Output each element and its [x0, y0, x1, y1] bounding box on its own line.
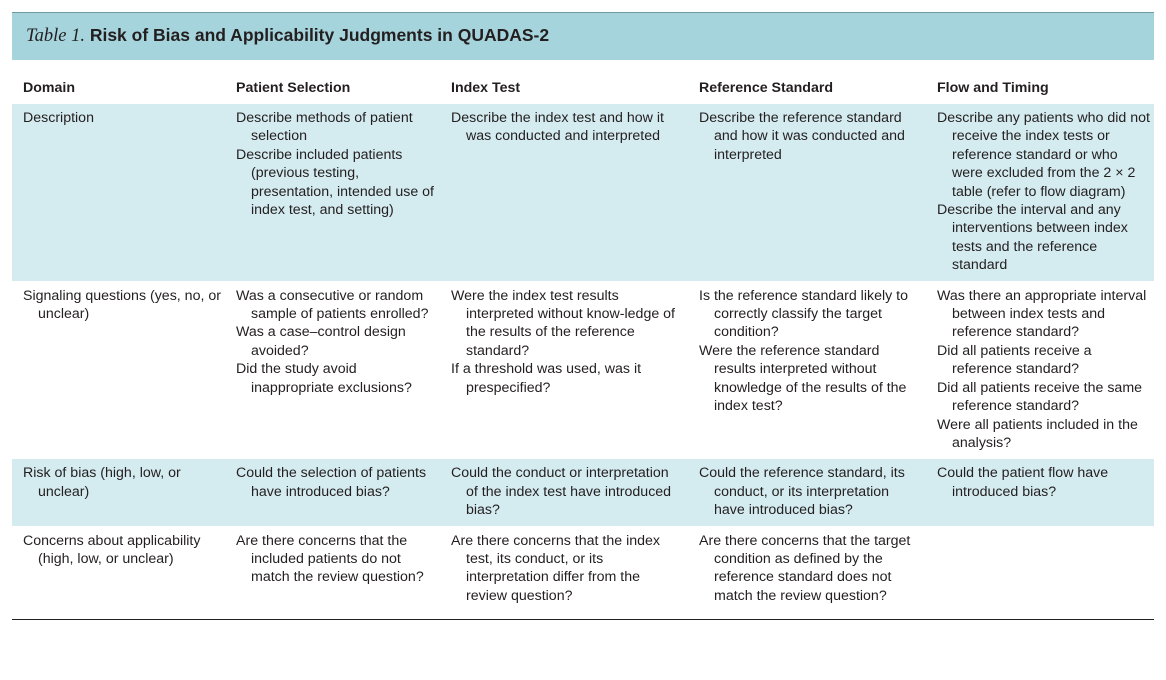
- cell-item: Did all patients receive the same refere…: [937, 379, 1143, 415]
- cell-item: Is the reference standard likely to corr…: [699, 287, 908, 341]
- header-patient-selection: Patient Selection: [236, 80, 351, 96]
- cell-item: Could the conduct or interpretation of t…: [451, 465, 672, 519]
- cell-flow-timing: Describe any patients who did not receiv…: [926, 103, 1154, 282]
- cell-item: Describe the interval and any interventi…: [937, 202, 1128, 274]
- header-index-test: Index Test: [451, 80, 521, 96]
- cell-reference-standard: Describe the reference standard and how …: [688, 103, 926, 282]
- cell-reference-standard: Are there concerns that the target condi…: [688, 525, 926, 612]
- cell-item: Could the selection of patients have int…: [236, 465, 427, 500]
- table-row: Concerns about applicability (high, low,…: [12, 525, 1154, 612]
- cell-item: Was a case–control design avoided?: [236, 324, 406, 359]
- table-container: Table 1. Risk of Bias and Applicability …: [12, 12, 1154, 621]
- cell-patient-selection: Are there concerns that the included pat…: [225, 525, 440, 612]
- cell-flow-timing: [926, 525, 1154, 612]
- cell-item: Were the reference standard results inte…: [699, 342, 907, 415]
- cell-item: Did all patients receive a reference sta…: [937, 342, 1092, 378]
- cell-domain: Concerns about applicability (high, low,…: [12, 525, 225, 612]
- table-row: Description Describe methods of patient s…: [12, 103, 1154, 282]
- domain-label: Concerns about applicability (high, low,…: [23, 532, 201, 567]
- cell-index-test: Describe the index test and how it was c…: [440, 103, 688, 282]
- cell-domain: Description: [12, 103, 225, 282]
- table-title-bar: Table 1. Risk of Bias and Applicability …: [12, 12, 1154, 60]
- cell-item: Did the study avoid inappropriate exclus…: [236, 361, 412, 396]
- cell-flow-timing: Was there an appropriate interval betwee…: [926, 280, 1154, 459]
- cell-flow-timing: Could the patient flow have introduced b…: [926, 458, 1154, 527]
- cell-patient-selection: Describe methods of patient selection Des…: [225, 103, 440, 282]
- header-flow-timing: Flow and Timing: [937, 80, 1049, 96]
- cell-item: Could the patient flow have introduced b…: [937, 465, 1109, 500]
- cell-reference-standard: Is the reference standard likely to corr…: [688, 280, 926, 459]
- table-title: Risk of Bias and Applicability Judgments…: [89, 25, 550, 45]
- cell-item: Describe methods of patient selection: [236, 110, 413, 145]
- cell-index-test: Were the index test results interpreted …: [440, 280, 688, 459]
- cell-item: Are there concerns that the index test, …: [451, 532, 660, 604]
- domain-label: Description: [23, 110, 94, 126]
- quadas-table: Domain Patient Selection Index Test Refe…: [12, 74, 1154, 612]
- header-reference-standard: Reference Standard: [699, 80, 834, 96]
- cell-index-test: Are there concerns that the index test, …: [440, 525, 688, 612]
- cell-item: Describe the reference standard and how …: [699, 110, 905, 163]
- table-label: Table 1.: [26, 26, 85, 46]
- cell-item: Describe included patients (previous tes…: [236, 146, 434, 219]
- cell-item: Was there an appropriate interval betwee…: [937, 287, 1147, 341]
- cell-item: Describe any patients who did not receiv…: [937, 110, 1150, 200]
- cell-index-test: Could the conduct or interpretation of t…: [440, 458, 688, 527]
- header-domain: Domain: [23, 80, 76, 96]
- cell-domain: Risk of bias (high, low, or unclear): [12, 458, 225, 527]
- cell-item: Were the index test results interpreted …: [451, 287, 675, 359]
- cell-item: Was a consecutive or random sample of pa…: [236, 287, 429, 323]
- domain-label: Risk of bias (high, low, or unclear): [23, 465, 181, 500]
- cell-patient-selection: Was a consecutive or random sample of pa…: [225, 280, 440, 459]
- header-row: Domain Patient Selection Index Test Refe…: [12, 74, 1154, 104]
- cell-domain: Signaling questions (yes, no, or unclear…: [12, 280, 225, 459]
- cell-item: Could the reference standard, its conduc…: [699, 465, 905, 519]
- table-body: Description Describe methods of patient s…: [12, 103, 1154, 612]
- cell-reference-standard: Could the reference standard, its conduc…: [688, 458, 926, 527]
- table-row: Risk of bias (high, low, or unclear) Coul…: [12, 458, 1154, 527]
- cell-item: Are there concerns that the included pat…: [236, 532, 424, 586]
- table-row: Signaling questions (yes, no, or unclear…: [12, 280, 1154, 459]
- cell-item: If a threshold was used, was it prespeci…: [451, 361, 642, 396]
- cell-item: Describe the index test and how it was c…: [451, 110, 664, 145]
- cell-patient-selection: Could the selection of patients have int…: [225, 458, 440, 527]
- cell-item: Are there concerns that the target condi…: [699, 532, 911, 604]
- domain-label: Signaling questions (yes, no, or unclear…: [23, 287, 221, 323]
- bottom-rule: [12, 619, 1154, 621]
- cell-item: Were all patients included in the analys…: [937, 416, 1138, 451]
